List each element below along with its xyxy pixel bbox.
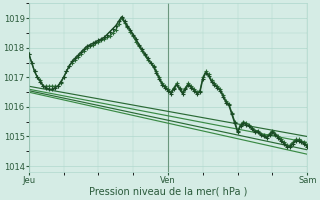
X-axis label: Pression niveau de la mer( hPa ): Pression niveau de la mer( hPa ) bbox=[89, 187, 247, 197]
